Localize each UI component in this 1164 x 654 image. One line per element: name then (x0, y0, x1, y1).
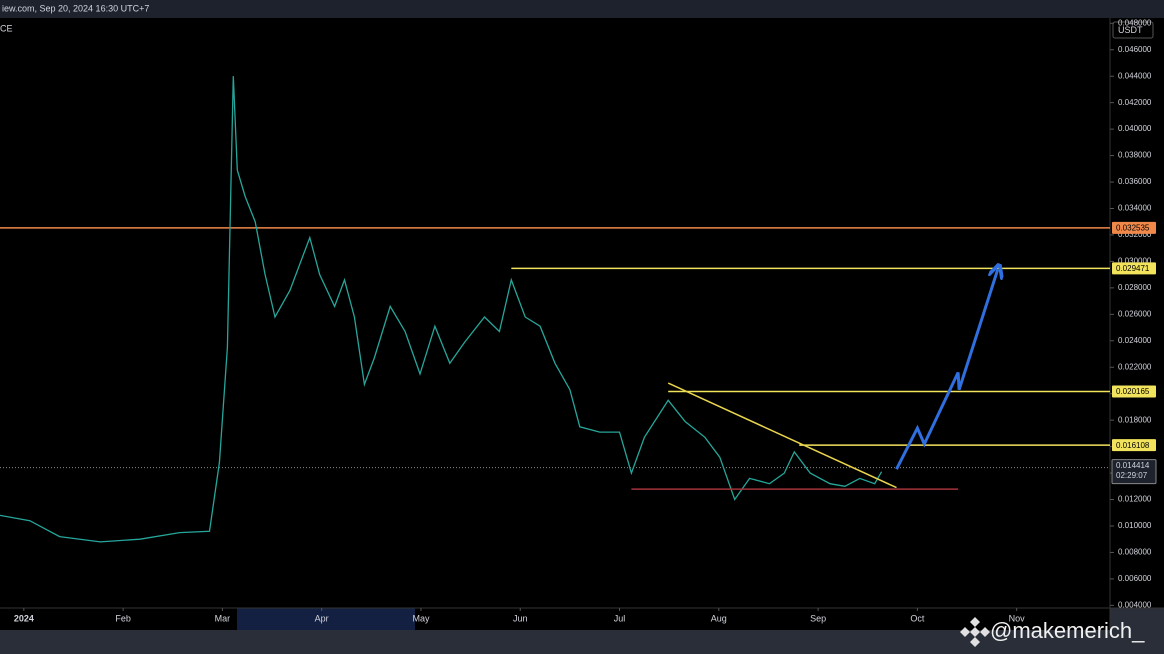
y-tick-label: 0.028000 (1118, 283, 1152, 292)
y-tick-label: 0.044000 (1118, 71, 1152, 80)
y-tick-label: 0.022000 (1118, 362, 1152, 371)
watermark-text: @makemerich_ (990, 618, 1145, 643)
y-tick-label: 0.010000 (1118, 521, 1152, 530)
x-tick-label: Oct (910, 613, 925, 623)
top-bar (0, 0, 1164, 18)
x-tick-label: Apr (315, 613, 329, 623)
y-tick-label: 0.048000 (1118, 18, 1152, 27)
y-tick-label: 0.024000 (1118, 336, 1152, 345)
x-tick-label: Mar (215, 613, 231, 623)
y-tick-label: 0.040000 (1118, 124, 1152, 133)
watermark-logo (960, 617, 990, 647)
x-tick-label: Nov (1009, 613, 1026, 623)
watermark: @makemerich_ (960, 617, 1145, 647)
y-tick-label: 0.004000 (1118, 600, 1152, 609)
y-tick-label: 0.046000 (1118, 45, 1152, 54)
price-line-label: 0.020165 (1116, 387, 1150, 396)
countdown-label: 02:29:07 (1116, 471, 1148, 480)
y-tick-label: 0.026000 (1118, 309, 1152, 318)
projection-arrow (895, 269, 998, 470)
plot-area (0, 18, 1110, 608)
y-tick-label: 0.012000 (1118, 495, 1152, 504)
current-price-tag (1111, 459, 1157, 485)
price-line-label: 0.029471 (1116, 264, 1150, 273)
y-tick-label: 0.008000 (1118, 548, 1152, 557)
x-tick-label: Jul (614, 613, 626, 623)
current-price-label: 0.014414 (1116, 461, 1150, 470)
y-tick-label: 0.032000 (1118, 230, 1152, 239)
y-tick-label: 0.038000 (1118, 151, 1152, 160)
y-tick-label: 0.006000 (1118, 574, 1152, 583)
symbol-label: CE (0, 23, 13, 33)
header-text: iew.com, Sep 20, 2024 16:30 UTC+7 (2, 3, 149, 13)
time-axis-highlight (237, 608, 415, 630)
x-tick-label: Feb (115, 613, 131, 623)
price-line-tag (1112, 221, 1156, 234)
price-line-series (0, 76, 883, 543)
y-tick-label: 0.042000 (1118, 98, 1152, 107)
x-tick-label: Sep (810, 613, 826, 623)
y-tick-label: 0.030000 (1118, 257, 1152, 266)
price-line-label: 0.016108 (1116, 441, 1150, 450)
price-line-tag (1112, 385, 1156, 398)
currency-label: USDT (1118, 25, 1143, 35)
x-tick-label: Aug (711, 613, 727, 623)
drawing-line (667, 382, 897, 489)
price-line-tag (1112, 439, 1156, 452)
currency-box (1112, 21, 1154, 39)
x-tick-label: Jun (513, 613, 528, 623)
y-tick-label: 0.034000 (1118, 204, 1152, 213)
x-tick-label: May (412, 613, 430, 623)
price-axis (1110, 18, 1164, 608)
price-line-tag (1112, 262, 1156, 275)
price-line-label: 0.032535 (1116, 223, 1150, 232)
y-tick-label: 0.018000 (1118, 415, 1152, 424)
y-tick-label: 0.036000 (1118, 177, 1152, 186)
x-tick-label: 2024 (14, 613, 34, 623)
time-axis (0, 608, 1110, 630)
